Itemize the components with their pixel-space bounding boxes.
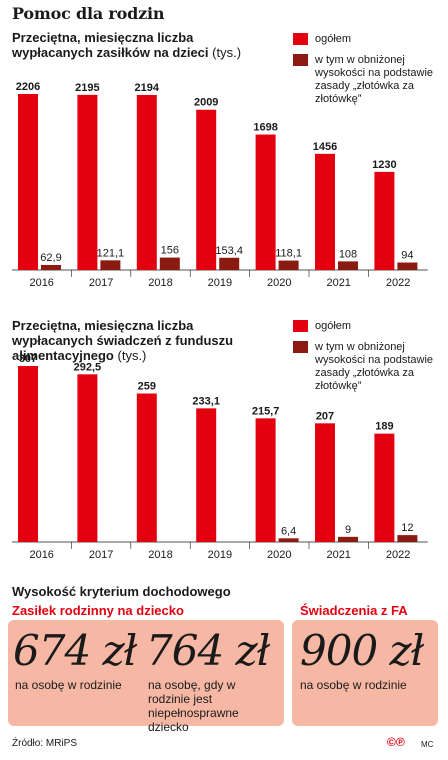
chart1-bar-reduced-2019	[219, 257, 240, 270]
chart1-label-total-2021: 1456	[313, 141, 337, 153]
chart2-label-reduced-2022: 12	[401, 522, 413, 534]
fa-benefits-box	[292, 620, 438, 726]
chart1-category-2020: 2020	[267, 277, 291, 289]
chart1-bar-total-2017	[77, 94, 98, 270]
chart1-legend: ogółem w tym w obniżonej wysokości na po…	[293, 33, 443, 114]
chart1-bar-reduced-2017	[100, 260, 121, 270]
family-amount-disabled: 764 zł	[146, 626, 270, 675]
chart2-bar-total-2018	[136, 393, 157, 542]
chart2-label-total-2017: 292,5	[74, 361, 102, 373]
author-initials: MC	[421, 740, 434, 749]
chart2-label-total-2016: 307	[19, 353, 37, 365]
chart1-label-total-2019: 2009	[194, 97, 218, 109]
chart2-bar-total-2021	[315, 423, 335, 542]
chart2-category-2020: 2020	[267, 549, 291, 561]
chart1-label-reduced-2017: 121,1	[97, 247, 125, 259]
chart1-bar-reduced-2018	[159, 257, 180, 270]
fa-amount-desc: na osobę w rodzinie	[300, 678, 407, 692]
chart2-bar-total-2016	[18, 366, 38, 542]
chart2-label-total-2020: 215,7	[252, 405, 280, 417]
chart2-label-reduced-2021: 9	[345, 524, 351, 536]
chart2-legend-total-swatch	[293, 320, 308, 332]
chart1-label-reduced-2016: 62,9	[40, 252, 61, 264]
chart1-plot: 2206 62,9 2016 2195 121,1 2017 2194 156 2018 2009…	[12, 81, 428, 289]
chart1-label-total-2020: 1698	[253, 122, 277, 134]
family-allowance-box	[8, 620, 284, 726]
publisher-logo: ©℗	[387, 735, 405, 749]
chart1-legend-total-label: ogółem	[315, 33, 352, 45]
chart2-label-total-2021: 207	[316, 410, 334, 422]
chart1-bar-total-2016	[18, 94, 38, 270]
chart2-bar-total-2019	[196, 408, 217, 542]
chart2-legend-reduced-label: w tym w obniżonej wysokości na podstawie…	[315, 341, 434, 392]
chart1-bar-total-2021	[315, 153, 335, 270]
chart1-category-2017: 2017	[89, 277, 113, 289]
chart1-legend-reduced-swatch	[293, 54, 308, 66]
chart2-bar-reduced-2021	[338, 536, 358, 542]
chart1-label-reduced-2022: 94	[401, 250, 413, 262]
chart2-title-text: Przeciętna, miesięczna liczba wypłacanyc…	[12, 318, 234, 363]
chart2-legend-total-label: ogółem	[315, 320, 352, 332]
fa-benefits-heading: Świadczenia z FA	[300, 603, 408, 618]
chart1-category-2019: 2019	[208, 277, 232, 289]
chart1-legend-total: ogółem	[293, 33, 443, 46]
chart1-category-2021: 2021	[326, 277, 350, 289]
chart2-legend-reduced-swatch	[293, 341, 308, 353]
family-amount-basic-desc: na osobę w rodzinie	[15, 678, 122, 692]
chart2-label-total-2022: 189	[375, 421, 393, 433]
chart1-label-reduced-2020: 118,1	[275, 248, 302, 260]
chart1-bar-reduced-2021	[338, 261, 358, 270]
chart2-category-2017: 2017	[89, 549, 113, 561]
chart1-bar-reduced-2020	[278, 260, 299, 270]
chart2-legend-total: ogółem	[293, 320, 443, 333]
chart2-label-total-2019: 233,1	[192, 395, 220, 407]
chart2-category-2018: 2018	[148, 549, 172, 561]
chart1-bar-total-2019	[196, 109, 217, 270]
chart1-bar-reduced-2022	[397, 262, 418, 270]
chart1-bar-total-2020	[255, 134, 276, 270]
chart2-legend-reduced: w tym w obniżonej wysokości na podstawie…	[293, 341, 443, 393]
chart1-bar-total-2018	[136, 94, 157, 270]
chart1-label-reduced-2019: 153,4	[215, 245, 243, 257]
chart2-category-2019: 2019	[208, 549, 232, 561]
chart1-label-reduced-2018: 156	[161, 245, 179, 257]
chart2-bar-reduced-2022	[397, 535, 418, 542]
chart1-legend-reduced: w tym w obniżonej wysokości na podstawie…	[293, 54, 443, 106]
chart2-label-total-2018: 259	[138, 381, 156, 393]
chart1-legend-total-swatch	[293, 33, 308, 45]
family-amount-disabled-desc: na osobę, gdy w rodzinie jest niepełnosp…	[148, 678, 239, 734]
chart1-legend-reduced-label: w tym w obniżonej wysokości na podstawie…	[315, 54, 434, 105]
chart1-label-total-2022: 1230	[372, 159, 396, 171]
family-amount-basic: 674 zł	[13, 626, 137, 675]
chart1-title-text: Przeciętna, miesięczna liczba wypłacanyc…	[12, 30, 209, 60]
criteria-title: Wysokość kryterium dochodowego	[12, 584, 231, 599]
chart1-label-total-2017: 2195	[75, 82, 99, 94]
chart1-category-2016: 2016	[29, 277, 53, 289]
chart2-plot: 307 2016 292,5 2017 259 2018 233,1 2019 215,7 6,4…	[12, 353, 428, 561]
chart2-bar-total-2017	[77, 374, 98, 542]
chart2-category-2016: 2016	[29, 549, 53, 561]
chart2-label-reduced-2020: 6,4	[281, 525, 296, 537]
chart2-category-2021: 2021	[326, 549, 350, 561]
chart2-title-unit: (tys.)	[117, 348, 147, 363]
chart1-title: Przeciętna, miesięczna liczba wypłacanyc…	[12, 30, 277, 60]
chart1-label-reduced-2021: 108	[339, 248, 357, 260]
chart2-bar-reduced-2020	[278, 538, 299, 542]
chart1-bar-reduced-2016	[41, 264, 61, 270]
chart1-category-2018: 2018	[148, 277, 172, 289]
page-title: Pomoc dla rodzin	[12, 4, 165, 23]
chart1-label-total-2018: 2194	[135, 82, 160, 94]
chart2-bar-total-2020	[255, 418, 276, 542]
source-note: Źródło: MRiPS	[12, 738, 78, 749]
chart2-bar-total-2022	[374, 433, 395, 542]
family-allowance-heading: Zasiłek rodzinny na dziecko	[12, 603, 184, 618]
chart2-title: Przeciętna, miesięczna liczba wypłacanyc…	[12, 318, 277, 363]
chart2-category-2022: 2022	[386, 549, 410, 561]
chart2-legend: ogółem w tym w obniżonej wysokości na po…	[293, 320, 443, 401]
fa-amount: 900 zł	[300, 626, 424, 675]
chart1-title-unit: (tys.)	[212, 45, 242, 60]
chart1-bar-total-2022	[374, 171, 395, 270]
chart1-label-total-2016: 2206	[16, 81, 40, 93]
chart1-category-2022: 2022	[386, 277, 410, 289]
